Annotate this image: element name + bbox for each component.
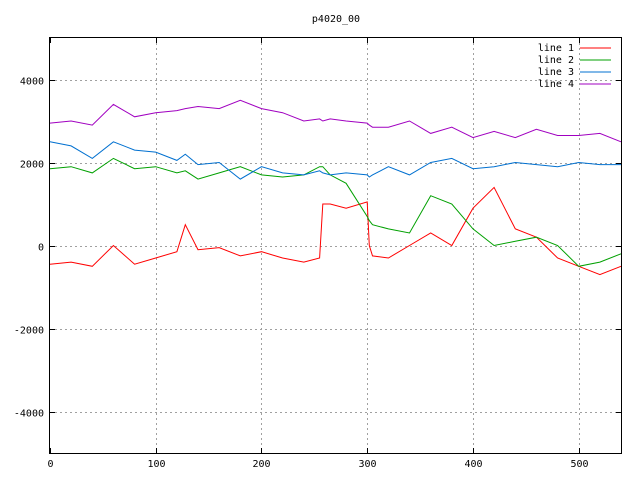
legend-label: line 2 — [538, 55, 574, 66]
chart-title: p4020_00 — [312, 14, 360, 25]
x-tick-label: 0 — [47, 459, 53, 470]
y-tick-label: -4000 — [14, 409, 44, 420]
plot-frame — [49, 37, 622, 454]
y-tick-label: 0 — [38, 243, 44, 254]
legend-label: line 3 — [538, 67, 574, 78]
x-tick-label: 100 — [147, 459, 165, 470]
x-tick-label: 200 — [252, 459, 270, 470]
legend-label: line 1 — [538, 43, 574, 54]
series-line-4 — [49, 99, 622, 143]
series-line-3 — [49, 141, 621, 180]
y-tick-label: 2000 — [20, 160, 44, 171]
grid-layer — [50, 38, 621, 453]
series-layer — [49, 99, 622, 276]
x-tick-label: 300 — [358, 459, 376, 470]
legend-label: line 4 — [538, 79, 574, 90]
x-tick-label: 500 — [570, 459, 588, 470]
y-tick-label: 4000 — [20, 77, 44, 88]
y-tick-label: -2000 — [14, 326, 44, 337]
series-line-1 — [49, 186, 622, 276]
ticks-layer: 0 100 200 300 400 500 -4000 -2000 0 2000 4000 — [14, 38, 621, 470]
x-tick-label: 400 — [464, 459, 482, 470]
